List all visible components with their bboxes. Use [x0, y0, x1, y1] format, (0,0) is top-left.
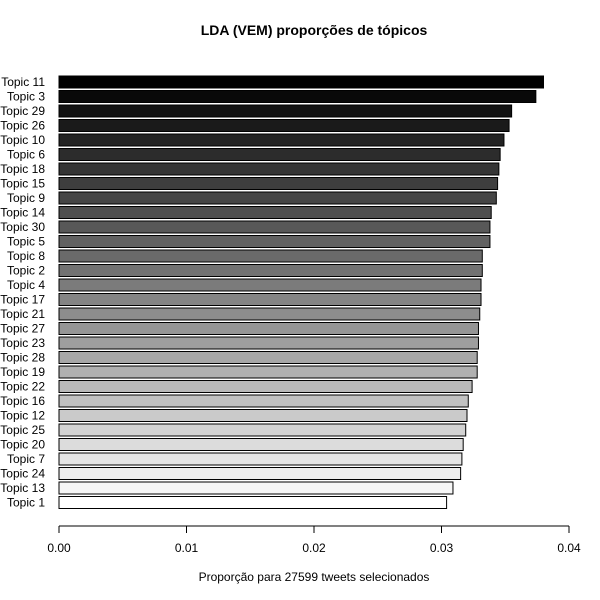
y-tick-label: Topic 11: [1, 75, 45, 89]
y-tick-label: Topic 6: [7, 148, 45, 162]
bar: [58, 336, 479, 350]
bar: [58, 162, 500, 176]
bar: [58, 133, 505, 147]
bars-group: [58, 75, 544, 509]
bar: [58, 365, 478, 379]
y-tick-label: Topic 2: [7, 264, 45, 278]
y-tick-label: Topic 30: [0, 220, 45, 234]
bar: [58, 322, 479, 335]
y-tick-label: Topic 26: [0, 119, 45, 133]
y-tick-label: Topic 17: [0, 293, 45, 307]
bar: [58, 119, 510, 132]
bar: [58, 206, 492, 219]
chart-title: LDA (VEM) proporções de tópicos: [201, 22, 428, 38]
y-tick-label: Topic 25: [0, 423, 45, 437]
y-tick-label: Topic 15: [0, 177, 45, 191]
y-tick-label: Topic 27: [0, 322, 45, 336]
y-tick-label: Topic 21: [0, 307, 45, 321]
y-tick-label: Topic 3: [7, 90, 45, 104]
y-tick-label: Topic 22: [0, 380, 45, 394]
x-tick-label: 0.03: [430, 541, 454, 555]
y-tick-label: Topic 24: [0, 467, 45, 481]
y-tick-label: Topic 20: [0, 438, 45, 452]
bar: [58, 90, 537, 103]
bar: [58, 75, 544, 89]
bar: [58, 104, 513, 118]
y-tick-label: Topic 16: [0, 394, 45, 408]
bar: [58, 496, 448, 509]
bar: [58, 148, 501, 161]
bar: [58, 409, 468, 422]
y-tick-label: Topic 12: [0, 409, 45, 423]
bar: [58, 177, 499, 190]
y-tick-label: Topic 4: [7, 278, 45, 292]
x-tick-label: 0.02: [302, 541, 326, 555]
bar: [58, 191, 497, 205]
y-tick-label: Topic 8: [7, 249, 45, 263]
y-tick-label: Topic 9: [7, 191, 45, 205]
bar: [58, 467, 462, 480]
bar: [58, 307, 481, 321]
bar: [58, 278, 482, 292]
bar: [58, 380, 473, 393]
y-tick-label: Topic 7: [7, 452, 45, 466]
y-tick-label: Topic 14: [0, 206, 45, 220]
bar: [58, 394, 469, 408]
bar: [58, 438, 464, 451]
y-tick-label: Topic 10: [0, 133, 45, 147]
x-tick-label: 0.00: [47, 541, 71, 555]
x-axis: 0.00 0.01 0.02 0.03 0.04: [47, 525, 581, 555]
x-tick-label: 0.04: [557, 541, 581, 555]
bar: [58, 249, 483, 263]
y-tick-label: Topic 13: [0, 481, 45, 495]
bar: [58, 220, 491, 234]
bar: [58, 264, 483, 277]
bar: [58, 423, 467, 437]
bar: [58, 351, 478, 364]
bar: [58, 235, 491, 248]
bar: [58, 481, 454, 495]
x-tick-label: 0.01: [175, 541, 199, 555]
y-tick-label: Topic 5: [7, 235, 45, 249]
y-tick-label: Topic 28: [0, 351, 45, 365]
bar: [58, 452, 463, 466]
x-axis-label: Proporção para 27599 tweets selecionados: [199, 570, 430, 584]
y-tick-label: Topic 18: [0, 162, 45, 176]
y-tick-label: Topic 1: [7, 496, 45, 510]
y-tick-label: Topic 29: [0, 104, 45, 118]
bar: [58, 293, 482, 306]
y-tick-label: Topic 19: [0, 365, 45, 379]
y-tick-label: Topic 23: [0, 336, 45, 350]
